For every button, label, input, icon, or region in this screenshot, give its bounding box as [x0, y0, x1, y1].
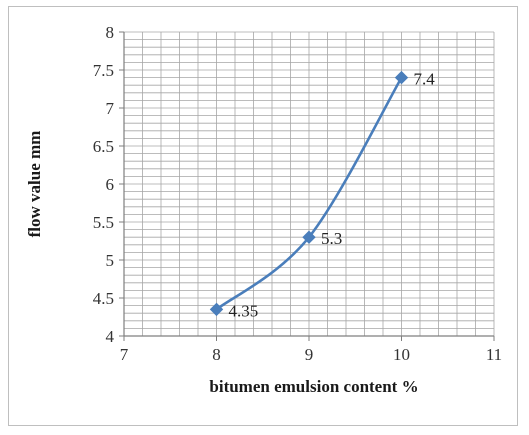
- data-labels: 4.35 5.3 7.4: [229, 70, 436, 321]
- x-tick-label: 7: [120, 345, 129, 364]
- y-tick-label: 6.5: [93, 137, 114, 156]
- y-tick-label: 7: [106, 99, 115, 118]
- data-point-marker: [209, 302, 224, 317]
- x-tick-label: 10: [393, 345, 410, 364]
- data-point-marker: [394, 70, 409, 85]
- x-tick-label: 9: [305, 345, 314, 364]
- y-tick-label: 8: [106, 23, 115, 42]
- y-tick-label: 5.5: [93, 213, 114, 232]
- y-tick-label: 7.5: [93, 61, 114, 80]
- series-line: [215, 76, 403, 311]
- axes: [119, 31, 495, 341]
- data-label: 7.4: [414, 70, 436, 89]
- chart-frame: [8, 6, 518, 426]
- y-axis-title: flow value mm: [25, 131, 44, 238]
- y-tick-label: 6: [106, 175, 115, 194]
- y-tick-label: 5: [106, 251, 115, 270]
- y-tick-label: 4.5: [93, 289, 114, 308]
- tick-labels: 4 4.5 5 5.5 6 6.5 7 7.5 8 7 8 9 10 11: [93, 23, 502, 364]
- data-label: 5.3: [321, 229, 342, 248]
- x-axis-title: bitumen emulsion content %: [209, 377, 418, 396]
- grid: [123, 31, 495, 337]
- x-tick-label: 11: [486, 345, 502, 364]
- x-tick-label: 8: [212, 345, 221, 364]
- series: [209, 70, 409, 317]
- y-tick-label: 4: [106, 327, 115, 346]
- data-label: 4.35: [229, 301, 259, 320]
- data-point-marker: [302, 230, 316, 244]
